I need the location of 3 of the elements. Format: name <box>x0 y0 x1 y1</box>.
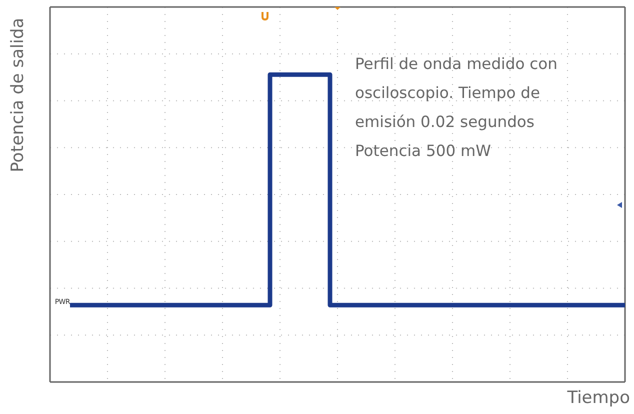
annotation: Perfil de onda medido con osciloscopio. Tiempo de emisión 0.02 segundos Potencia 500 mW <box>355 54 558 162</box>
x-axis-title: Tiempo <box>567 388 630 408</box>
y-axis-title: Potencia de salida <box>8 18 28 172</box>
